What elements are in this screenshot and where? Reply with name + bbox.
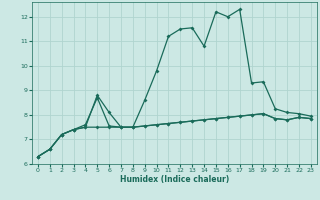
X-axis label: Humidex (Indice chaleur): Humidex (Indice chaleur) — [120, 175, 229, 184]
